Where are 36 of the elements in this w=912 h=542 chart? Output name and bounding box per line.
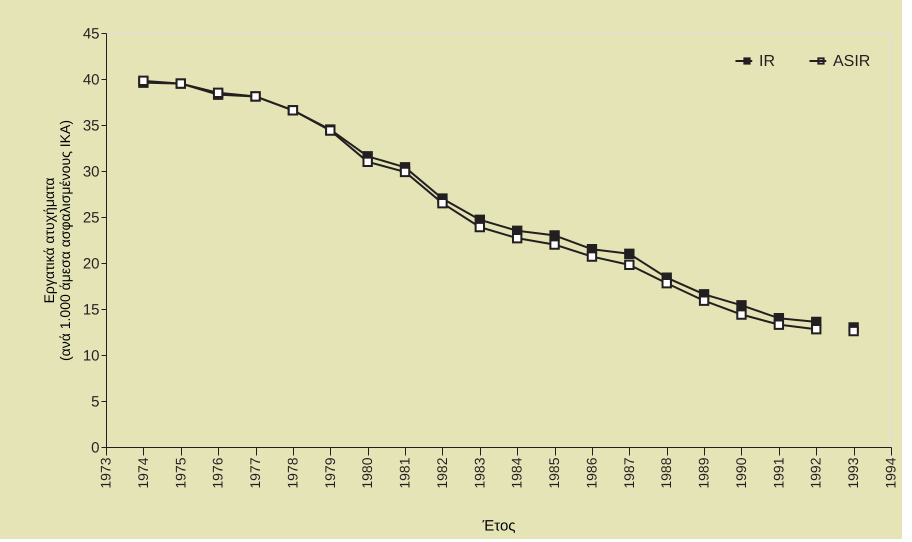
x-tick-label: 1993 [845,457,862,489]
x-tick-label: 1985 [546,457,562,489]
y-tick-label: 30 [82,164,100,180]
x-tick-label: 1976 [210,457,226,489]
x-tick-label: 1992 [808,457,824,489]
y-tick-label: 15 [82,302,100,318]
x-tick-label: 1982 [434,457,450,489]
x-tick-label: 1975 [172,457,188,489]
x-tick-label: 1987 [620,457,637,489]
x-tick-label: 1974 [134,457,151,489]
y-tick-label: 10 [82,348,100,364]
y-tick-label: 40 [82,72,100,88]
x-tick-label: 1984 [508,457,525,489]
x-tick-label: 1978 [284,457,300,489]
x-tick-label: 1990 [732,457,749,489]
x-tick-label: 1988 [658,457,674,489]
legend-label: ASIR [833,53,870,70]
x-tick-label: 1986 [583,457,600,489]
y-tick-label: 35 [82,118,100,134]
x-axis-title: Έτος [481,518,516,535]
x-tick-label: 1979 [322,457,338,489]
x-tick-label: 1991 [770,457,786,489]
x-tick-label: 1983 [471,457,488,489]
x-tick-label: 1994 [882,457,898,489]
y-tick-label: 25 [82,210,100,226]
y-tick-label: 45 [82,26,100,42]
x-tick-label: 1989 [696,457,712,489]
legend-label: IR [759,53,775,70]
x-tick-label: 1980 [359,457,376,489]
y-tick-label: 5 [91,394,100,410]
x-tick-label: 1977 [247,457,264,489]
y-tick-label: 20 [82,256,100,272]
x-tick-label: 1981 [396,457,413,489]
x-tick-label: 1973 [98,457,114,489]
y-tick-label: 0 [91,440,100,456]
y-axis-title: Εργατικά ατυχήματα (ανά 1.000 άμεσα ασφαλισμένους ΙΚΑ) [40,120,73,361]
